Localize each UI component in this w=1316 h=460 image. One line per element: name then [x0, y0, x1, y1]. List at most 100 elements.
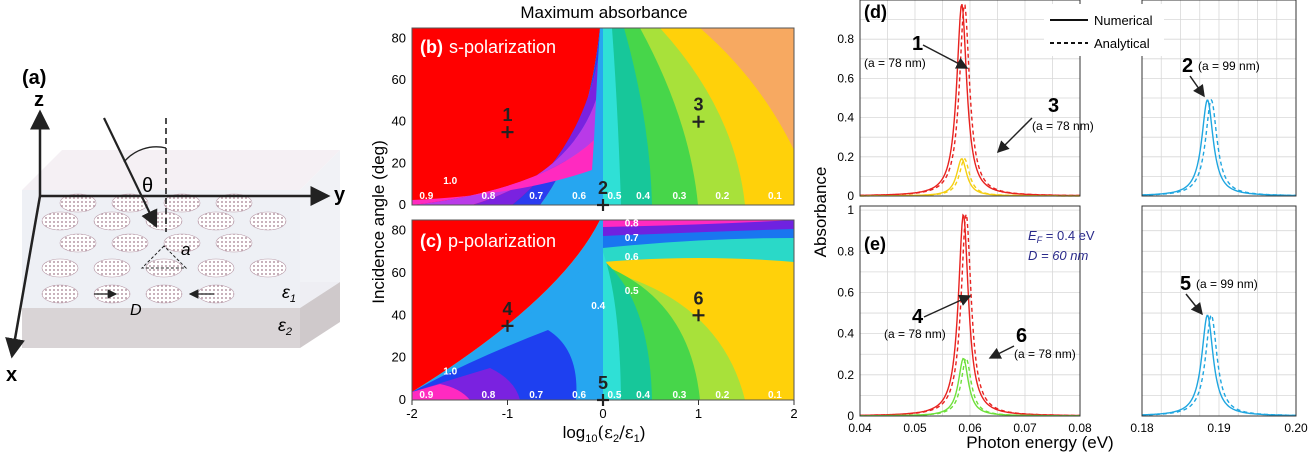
bc-xlabel: log10(ε2/ε1) [563, 423, 646, 445]
e-ytick-label: 0.2 [837, 368, 854, 382]
ann-2-arrow [1189, 75, 1205, 98]
b-contour-label: 0.2 [715, 191, 729, 202]
series-2-numerical [1142, 99, 1296, 197]
marker-c-label: 5 [598, 373, 608, 393]
ann-5-sub: (a = 99 nm) [1196, 277, 1258, 291]
substrate-front [22, 308, 300, 348]
d-ytick-label: 0 [847, 189, 854, 203]
lattice-triangle [140, 245, 188, 269]
b-contour-label: 0.9 [419, 191, 433, 202]
panel-e-label: (e) [864, 234, 886, 254]
c-ytick-label: 40 [392, 307, 406, 322]
panel-a-illustration: (a) [5, 67, 346, 386]
d-ytick-label: 0.6 [837, 71, 854, 85]
y-axis-label: y [334, 184, 346, 206]
d-ytick-label: 0.8 [837, 32, 854, 46]
c-contour-label: 0.3 [672, 390, 686, 401]
z-axis-label: z [34, 89, 44, 111]
b-contour-label: 0.3 [672, 191, 686, 202]
eps2-label: ε2 [278, 315, 292, 338]
ann-6-number: 6 [1016, 325, 1027, 347]
incident-beam [103, 117, 158, 228]
b-contour-label: 1.0 [443, 176, 457, 187]
b-ytick-label: 80 [392, 30, 406, 45]
c-contour-label: 0.5 [608, 390, 622, 401]
c-contour-label: 0.5 [625, 286, 639, 297]
ann-2-number: 2 [1182, 55, 1193, 77]
c-ytick-label: 60 [392, 265, 406, 280]
c-contour-label: 0.8 [625, 218, 639, 229]
de-xtick-label: 0.18 [1130, 421, 1154, 435]
panel-bc-heatmaps: Maximum absorbance Incidence angle (deg)… [369, 3, 798, 445]
lattice-a-label: a [181, 240, 190, 259]
marker-c-label: 4 [502, 299, 512, 319]
bc-xtick-label: 2 [790, 406, 797, 421]
b-contour-label: 0.8 [481, 191, 495, 202]
ann-1-sub: (a = 78 nm) [864, 56, 926, 70]
theta-label: θ [142, 175, 153, 197]
bc-ylabel: Incidence angle (deg) [369, 140, 388, 304]
e-ytick-label: 0 [847, 409, 854, 423]
ann-5-arrow [1185, 293, 1203, 316]
bc-xtick-label: 0 [599, 406, 606, 421]
superstrate [22, 150, 340, 190]
bc-markers: 1 2 3 4 5 6 [501, 95, 705, 406]
de-xtick-label: 0.04 [848, 421, 872, 435]
d-ytick-label: 0.4 [837, 111, 854, 125]
de-xtick-label: 0.05 [903, 421, 927, 435]
panel-e-left-frame [859, 205, 1081, 417]
b-ytick-label: 20 [392, 155, 406, 170]
c-ytick-label: 20 [392, 350, 406, 365]
legend-numerical-label: Numerical [1094, 13, 1153, 28]
de-xtick-label: 0.08 [1068, 421, 1092, 435]
e-ytick-label: 0.8 [837, 244, 854, 258]
b-contour-label: 0.1 [768, 191, 782, 202]
panel-e-right-frame [1141, 205, 1297, 417]
e-ytick-label: 0.6 [837, 285, 854, 299]
theta-arc [123, 146, 167, 163]
ann-4-arrow [923, 294, 972, 318]
ann-1-number: 1 [912, 33, 923, 55]
ann-3-sub: (a = 78 nm) [1032, 119, 1094, 133]
c-contour-label: 0.4 [636, 390, 650, 401]
panel-c-label: (c) p-polarization [420, 231, 556, 251]
legend-analytical-label: Analytical [1094, 36, 1150, 51]
panel-b-label: (b) s-polarization [420, 37, 556, 57]
b-contour-label: 0.6 [572, 191, 586, 202]
ann-2-sub: (a = 99 nm) [1198, 59, 1260, 73]
c-contour-label: 0.9 [419, 390, 433, 401]
c-contour-label: 0.4 [591, 301, 605, 312]
de-xtick-label: 0.06 [958, 421, 982, 435]
ann-6-sub: (a = 78 nm) [1014, 347, 1076, 361]
panel-d-label: (d) [864, 2, 887, 22]
marker-b-label: 3 [693, 95, 703, 115]
annotations-d: 1 (a = 78 nm) 3 (a = 78 nm) 2 (a = 99 nm… [864, 33, 1260, 154]
b-ytick-label: 40 [392, 114, 406, 129]
c-contour-label: 0.7 [529, 390, 543, 401]
e-ytick-label: 0.4 [837, 327, 854, 341]
c-contour-label: 1.0 [443, 367, 457, 378]
panel-b-contour-labels: 1.0 0.9 0.8 0.7 0.6 0.5 0.4 0.3 0.2 0.1 [419, 176, 782, 202]
x-axis-label: x [6, 364, 17, 386]
b-ytick-label: 0 [399, 197, 406, 212]
panel-a-label: (a) [22, 67, 46, 89]
panel-c-contour-labels: 1.0 0.9 0.8 0.7 0.6 0.5 0.4 0.3 0.2 0.1 0.8 0.7 0.6 0… [419, 218, 782, 401]
ef-text: EF = 0.4 eV [1028, 228, 1095, 245]
c-contour-label: 0.7 [625, 233, 639, 244]
c-ytick-label: 80 [392, 223, 406, 238]
eps1-label: ε1 [282, 282, 296, 305]
b-contour-label: 0.4 [636, 191, 650, 202]
ann-3-number: 3 [1048, 95, 1059, 117]
e-ytick-label: 1 [847, 203, 854, 217]
c-contour-label: 0.8 [481, 390, 495, 401]
series-1-analytical [859, 4, 1080, 197]
ann-6-arrow [988, 345, 1015, 359]
d-text: D = 60 nm [1028, 248, 1089, 263]
de-xtick-label: 0.19 [1207, 421, 1231, 435]
ann-5-number: 5 [1180, 273, 1191, 295]
panel-de-spectra: Absorbance Photon energy (eV) 0 0.2 0.4 0.6… [811, 0, 1308, 452]
b-contour-label: 0.5 [608, 191, 622, 202]
c-ytick-label: 0 [399, 392, 406, 407]
ann-1-arrow [922, 44, 969, 69]
